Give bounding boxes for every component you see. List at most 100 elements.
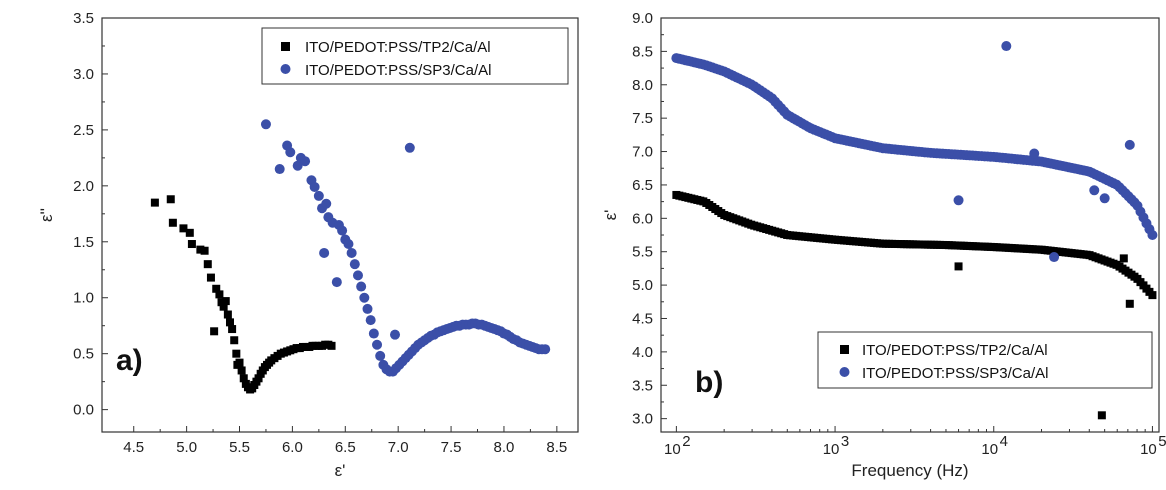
panel-b-y-tick-label: 8.0 <box>632 77 653 94</box>
panel-a-point-sp3 <box>365 315 376 326</box>
panel-b-x-tick-label: 10 <box>981 441 998 458</box>
panel-b-y-tick-label: 9.0 <box>632 10 653 27</box>
panel-a-point-sp3 <box>352 270 363 281</box>
panel-a-point-sp3 <box>372 339 383 350</box>
panel-a-point-tp2 <box>185 228 194 237</box>
panel-a-point-tp2 <box>219 302 228 311</box>
panel-b-y-tick-label: 7.5 <box>632 110 653 127</box>
panel-a-point-tp2 <box>237 366 246 375</box>
panel-b-y-tick-label: 7.0 <box>632 144 653 161</box>
panel-a-point-tp2 <box>223 310 232 319</box>
panel-b-legend-label-tp2: ITO/PEDOT:PSS/TP2/Ca/Al <box>862 342 1048 359</box>
panel-a-y-tick-label: 0.0 <box>73 402 94 419</box>
panel-b-point-sp3 <box>1029 148 1040 159</box>
panel-a-point-sp3 <box>300 156 311 167</box>
panel-b-y-axis-label: ε' <box>601 210 620 221</box>
panel-a-point-tp2 <box>166 195 175 204</box>
panel-a-point-sp3 <box>292 160 303 171</box>
panel-a-x-tick-label: 6.5 <box>335 439 356 456</box>
panel-b-y-tick-label: 3.0 <box>632 411 653 428</box>
panel-a-point-sp3 <box>309 181 320 192</box>
panel-a-legend: ITO/PEDOT:PSS/TP2/Ca/Al ITO/PEDOT:PSS/SP… <box>261 27 569 85</box>
panel-a-legend-marker-tp2 <box>281 42 290 51</box>
panel-b-legend-marker-tp2 <box>840 345 849 354</box>
panel-a-point-sp3 <box>346 247 357 258</box>
panel-a-legend-label-tp2: ITO/PEDOT:PSS/TP2/Ca/Al <box>305 39 491 56</box>
panel-a-point-sp3 <box>359 292 370 303</box>
panel-a-x-axis-label: ε' <box>335 461 346 480</box>
panel-a-point-sp3 <box>274 164 285 175</box>
panel-b-point-sp3 <box>1147 230 1158 241</box>
panel-a-point-tp2 <box>215 290 224 299</box>
panel-a-x-tick-label: 7.0 <box>388 439 409 456</box>
panel-b-plot-frame <box>660 17 1160 433</box>
panel-b-y-tick-label: 4.5 <box>632 310 653 327</box>
panel-a-point-tp2 <box>327 341 336 350</box>
panel-a-point-sp3 <box>404 142 415 153</box>
panel-a-legend-box <box>261 27 569 85</box>
panel-a-point-tp2 <box>225 318 234 327</box>
panel-a-point-sp3 <box>368 328 379 339</box>
panel-b-point-tp2 <box>1125 299 1134 308</box>
panel-a-y-tick-label: 3.5 <box>73 10 94 27</box>
panel-b-y-tick-label: 5.0 <box>632 277 653 294</box>
panel-b-point-sp3 <box>1049 252 1060 263</box>
panel-b-point-tp2 <box>1119 254 1128 263</box>
panel-a-point-sp3 <box>349 259 360 270</box>
panel-a-data-points <box>150 119 551 394</box>
panel-b-x-tick-label: 10 <box>823 441 840 458</box>
panel-a-point-tp2 <box>206 273 215 282</box>
panel-a-plot-frame <box>101 17 579 433</box>
panel-a-point-tp2 <box>254 374 263 383</box>
panel-a-point-tp2 <box>232 349 241 358</box>
panel-a-point-tp2 <box>200 246 209 255</box>
panel-b-point-tp2 <box>954 262 963 271</box>
panel-b-y-tick-label: 3.5 <box>632 377 653 394</box>
panel-a-label: a) <box>116 344 143 377</box>
panel-a-point-tp2 <box>212 284 221 293</box>
panel-a-y-tick-label: 3.0 <box>73 66 94 83</box>
panel-b-y-tick-label: 5.5 <box>632 244 653 261</box>
panel-a-point-sp3 <box>390 329 401 340</box>
panel-b-y-tick-label: 4.0 <box>632 344 653 361</box>
panel-b-x-tick-label: 10 <box>1140 441 1157 458</box>
panel-a-point-sp3 <box>319 247 330 258</box>
panel-b-legend-box <box>817 331 1153 389</box>
panel-b-y-tick-label: 8.5 <box>632 43 653 60</box>
panel-a-point-tp2 <box>235 358 244 367</box>
panel-b-legend-marker-sp3 <box>839 367 850 377</box>
panel-a-point-tp2 <box>210 327 219 336</box>
panel-a-point-sp3 <box>362 303 373 314</box>
panel-a-y-tick-label: 2.5 <box>73 122 94 139</box>
panel-b-point-tp2 <box>1148 291 1157 300</box>
panel-b-point-tp2 <box>1097 411 1106 420</box>
panel-a-x-tick-label: 4.5 <box>123 439 144 456</box>
panel-b-x-tick-exponent: 4 <box>1000 433 1008 450</box>
panel-a-x-tick-label: 8.5 <box>546 439 567 456</box>
panel-b-legend: ITO/PEDOT:PSS/TP2/Ca/Al ITO/PEDOT:PSS/SP… <box>817 331 1153 389</box>
panel-a-y-tick-label: 1.5 <box>73 234 94 251</box>
panel-b-point-sp3 <box>1001 41 1012 52</box>
panel-a-point-sp3 <box>337 225 348 236</box>
panel-a-point-sp3 <box>321 198 332 209</box>
panel-a-point-tp2 <box>150 198 159 207</box>
panel-b-permittivity-frequency-plot: 10 2 10 3 10 4 10 53.03.54.04.55.05.56.06.57.07… <box>601 10 1166 480</box>
panel-a-point-tp2 <box>196 245 205 254</box>
panel-a-point-sp3 <box>331 277 342 288</box>
panel-b-x-tick-exponent: 2 <box>682 433 690 450</box>
panel-b-point-sp3 <box>953 195 964 206</box>
panel-a-y-tick-label: 0.5 <box>73 346 94 363</box>
panel-a-x-tick-label: 5.5 <box>229 439 250 456</box>
panel-b-point-sp3 <box>1099 193 1110 204</box>
panel-a-point-sp3 <box>343 239 354 250</box>
panel-b-y-tick-label: 6.5 <box>632 177 653 194</box>
panel-b-ticks: 10 2 10 3 10 4 10 53.03.54.04.55.05.56.06.57.07… <box>632 10 1166 458</box>
panel-b-x-tick-label: 10 <box>664 441 681 458</box>
panel-a-point-tp2 <box>187 240 196 249</box>
panel-a-point-tp2 <box>203 260 212 269</box>
panel-b-legend-label-sp3: ITO/PEDOT:PSS/SP3/Ca/Al <box>862 365 1048 382</box>
panel-a-point-tp2 <box>230 336 239 345</box>
panel-a-y-tick-label: 2.0 <box>73 178 94 195</box>
panel-a-point-tp2 <box>179 224 188 233</box>
panel-a-x-tick-label: 8.0 <box>494 439 515 456</box>
